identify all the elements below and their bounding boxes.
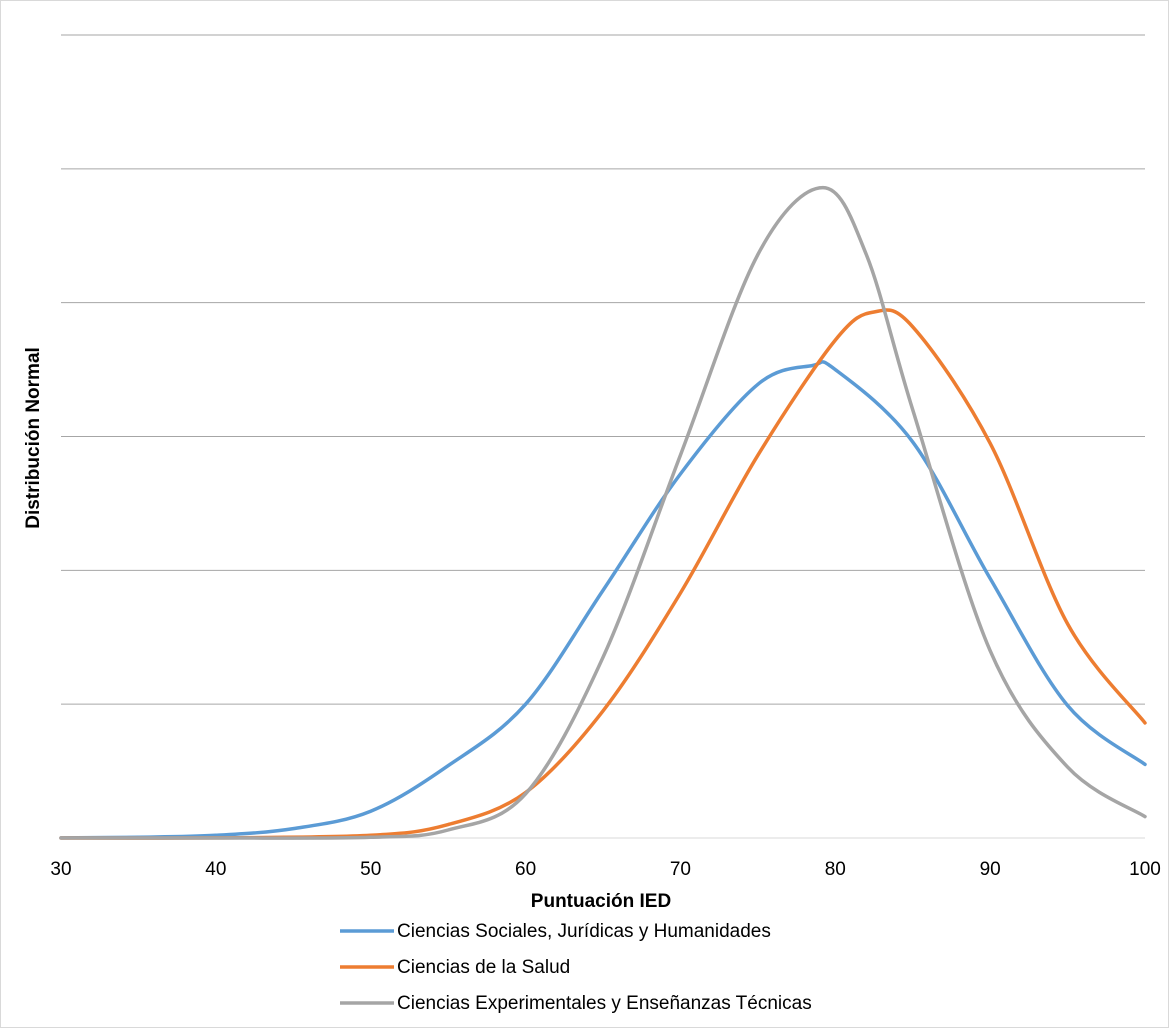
x-tick-label: 30 — [50, 859, 71, 880]
series-line-3 — [59, 185, 1147, 840]
y-axis-title: Distribución Normal — [23, 347, 44, 529]
x-tick-label: 90 — [980, 859, 1001, 880]
legend: Ciencias Sociales, Jurídicas y Humanidad… — [340, 921, 812, 1014]
series-layer — [59, 185, 1147, 840]
gridlines — [61, 34, 1145, 705]
x-tick-label: 60 — [515, 859, 536, 880]
series-line-1 — [59, 360, 1147, 840]
x-tick-labels: 30 40 50 60 70 80 90 100 — [50, 859, 1160, 880]
legend-label-2: Ciencias de la Salud — [397, 957, 570, 978]
legend-label-1: Ciencias Sociales, Jurídicas y Humanidad… — [397, 921, 771, 942]
series-line-2 — [59, 308, 1147, 840]
x-tick-label: 100 — [1129, 859, 1161, 880]
x-tick-label: 50 — [360, 859, 381, 880]
x-tick-label: 70 — [670, 859, 691, 880]
x-tick-label: 80 — [825, 859, 846, 880]
legend-label-3: Ciencias Experimentales y Enseñanzas Téc… — [397, 993, 812, 1014]
x-axis-title: Puntuación IED — [531, 891, 671, 912]
x-tick-label: 40 — [205, 859, 226, 880]
